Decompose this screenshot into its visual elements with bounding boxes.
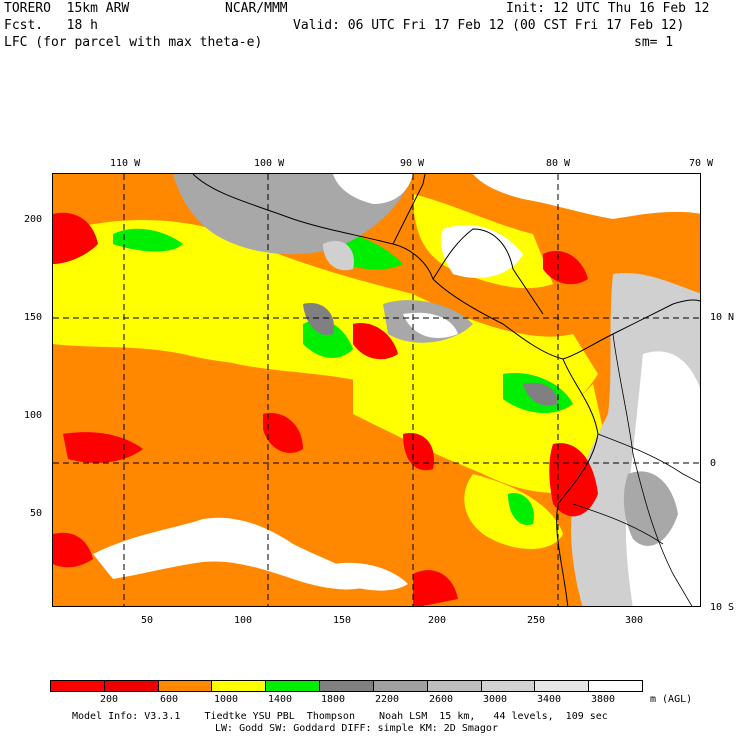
colorbar-bin-5 [320,681,374,691]
model-info-line2: LW: Godd SW: Goddard DIFF: simple KM: 2D… [215,723,498,734]
field-green-5 [508,493,534,525]
border-inland [612,333,693,606]
field-gray-gulf [323,240,354,271]
field-yellow-west [53,278,313,365]
smoothing-label: sm= 1 [634,35,674,50]
field-white-yucatan [441,225,523,278]
x-label-200: 200 [428,615,447,626]
colorbar-bin-9 [535,681,590,691]
colorbar-label-600: 600 [160,694,179,705]
field-gray-andes [623,471,678,546]
colorbar-label-1800: 1800 [321,694,346,705]
map-field [53,174,700,606]
colorbar-label-200: 200 [100,694,119,705]
forecast-hour: Fcst. 18 h [4,18,98,33]
colorbar-bin-6 [373,681,428,691]
coastline-south-america-west [556,358,599,606]
field-red-caribbean [543,250,588,285]
colorbar-label-1400: 1400 [268,694,293,705]
colorbar-units: m (AGL) [650,694,693,705]
coastline-central-america [192,174,564,360]
x-label-300: 300 [625,615,644,626]
field-white-south-pacific-2 [333,562,408,591]
field-red-west [63,432,143,463]
valid-time: Valid: 06 UTC Fri 17 Feb 12 (00 CST Fri … [293,18,685,33]
x-label-50: 50 [141,615,154,626]
field-white-north [333,174,413,204]
field-green-1 [113,228,183,252]
y-label-50: 50 [30,508,43,519]
colorbar-label-2200: 2200 [375,694,400,705]
x-label-250: 250 [527,615,546,626]
lat-label-10s: 10 S [710,602,735,613]
lat-label-10n: 10 N [710,312,735,323]
colorbar-bin-3 [212,681,267,691]
field-red-central [353,323,398,360]
field-red-3 [403,433,434,471]
border-ecuador-peru [597,433,700,484]
coastline-yucatan [432,228,544,315]
field-name: LFC (for parcel with max theta-e) [4,35,263,50]
org-label: NCAR/MMM [225,1,288,16]
border-peru [572,503,664,545]
field-gray-west [303,303,334,335]
colorbar-bin-7 [427,681,482,691]
x-label-150: 150 [333,615,352,626]
model-title: TORERO 15km ARW [4,1,130,16]
lon-label-110w: 110 W [110,158,141,169]
field-red-south [413,570,458,606]
colorbar-label-3400: 3400 [537,694,562,705]
colorbar [50,680,643,692]
colorbar-label-1000: 1000 [214,694,239,705]
init-time: Init: 12 UTC Thu 16 Feb 12 [506,1,710,16]
field-red-coast [549,443,598,517]
coastline-south-america-north [562,299,700,360]
colorbar-bin-1 [104,681,159,691]
lfc-map [52,173,701,607]
y-label-200: 200 [24,214,43,225]
lon-label-80w: 80 W [546,158,571,169]
field-white-central [403,312,458,338]
colorbar-bin-8 [481,681,536,691]
lon-label-70w: 70 W [689,158,714,169]
model-info-line1: Model Info: V3.3.1 Tiedtke YSU PBL Thomp… [72,711,608,722]
field-red-southwest [53,532,93,568]
y-label-150: 150 [24,312,43,323]
y-label-100: 100 [24,410,43,421]
field-white-south-pacific [93,517,373,590]
colorbar-label-2600: 2600 [429,694,454,705]
lat-label-0: 0 [710,458,717,469]
colorbar-bin-4 [266,681,321,691]
field-white-northeast [473,174,700,219]
x-label-100: 100 [234,615,253,626]
colorbar-bin-10 [589,681,642,691]
field-gray-panama [523,382,558,406]
lon-label-100w: 100 W [254,158,285,169]
field-red-nw [53,212,98,264]
coastline-mexico-gulf [392,174,426,245]
colorbar-label-3000: 3000 [483,694,508,705]
field-red-2 [263,413,303,453]
colorbar-bin-2 [158,681,213,691]
colorbar-bin-0 [51,681,105,691]
colorbar-label-3800: 3800 [591,694,616,705]
lon-label-90w: 90 W [400,158,425,169]
lat-lon-grid [53,174,700,606]
